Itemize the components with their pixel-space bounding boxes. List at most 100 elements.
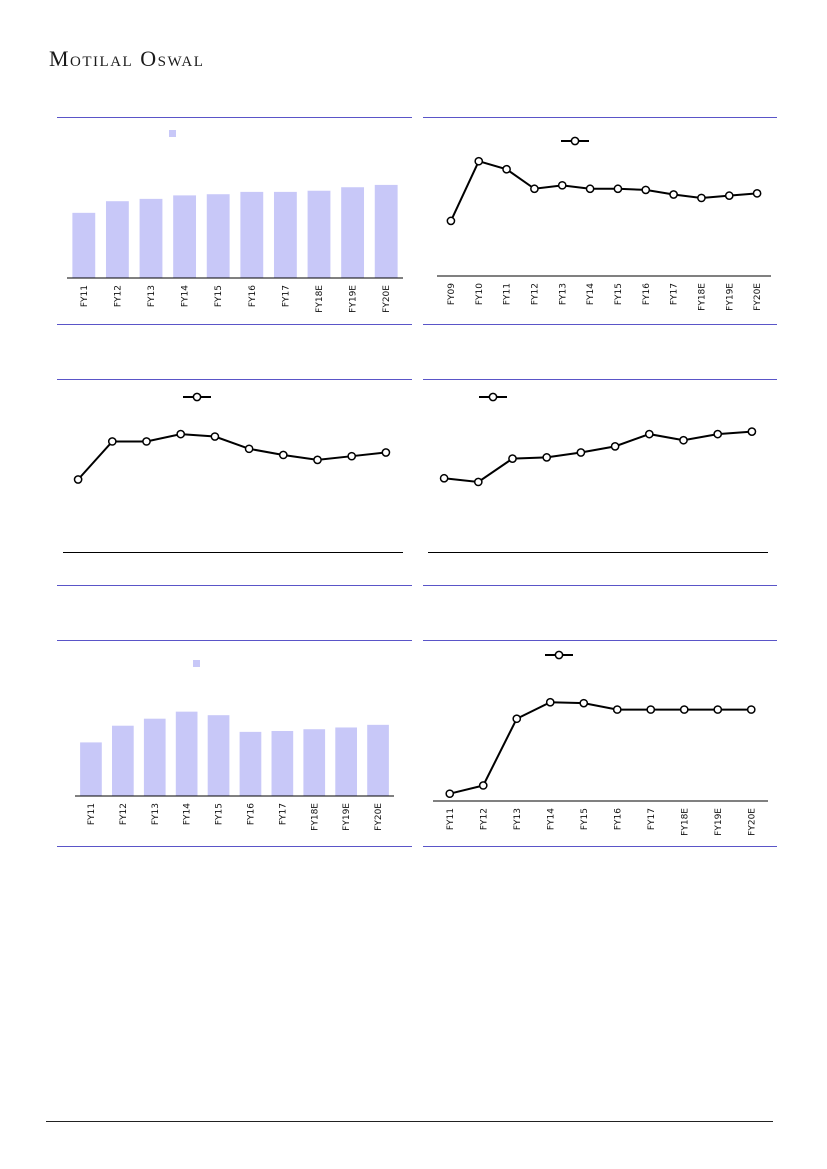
legend-marker <box>570 136 580 146</box>
legend-marker <box>193 660 200 667</box>
point-FY09 <box>446 216 456 226</box>
point-FY11 <box>73 475 83 484</box>
panel-bottom-rule <box>57 846 412 847</box>
bar-FY16 <box>239 731 262 796</box>
bar-FY19E <box>335 727 357 796</box>
series-line <box>443 430 752 483</box>
bar-chart-5: FY11 FY12 FY13 FY14 FY15 FY16 FY17 FY18E FY19E FY… <box>75 660 394 831</box>
x-tick-label: FY16 <box>613 808 623 830</box>
panel-bottom-rule <box>57 585 412 586</box>
point-FY16 <box>641 185 651 195</box>
point-FY12 <box>473 477 483 487</box>
x-tick-label: FY11 <box>446 808 456 830</box>
series-line <box>450 160 758 222</box>
panel-top-rule <box>423 379 777 380</box>
x-tick-label: FY13 <box>513 808 523 830</box>
line-chart-3 <box>73 392 391 484</box>
point-FY12 <box>107 437 117 446</box>
bar-FY20E <box>374 184 398 278</box>
panel-top-rule <box>57 117 412 118</box>
point-FY17 <box>644 429 654 439</box>
x-tick-label: FY12 <box>113 285 123 307</box>
panel-bottom-rule <box>57 324 412 325</box>
point-FY13 <box>512 714 522 724</box>
x-tick-label: FY17 <box>281 285 291 307</box>
legend-marker <box>169 130 176 137</box>
x-tick-label: FY14 <box>181 285 191 307</box>
point-FY17 <box>646 705 656 714</box>
point-FY16 <box>610 442 620 451</box>
x-tick-label: FY15 <box>214 285 224 307</box>
chart-panel-1: FY11 FY12 FY13 FY14 FY15 FY16 FY17 FY18E FY19E FY… <box>57 110 412 330</box>
bar-FY13 <box>139 198 163 278</box>
footer-rule <box>46 1121 773 1122</box>
point-FY19E <box>724 191 734 201</box>
bar-FY14 <box>175 711 198 796</box>
x-tick-label: FY20E <box>374 803 384 831</box>
legend-marker <box>488 392 498 402</box>
x-tick-label: FY20E <box>382 285 392 313</box>
point-FY13 <box>142 437 151 446</box>
point-FY20E <box>381 448 391 457</box>
point-FY11 <box>502 164 511 174</box>
x-tick-label: FY11 <box>503 283 513 305</box>
point-FY20E <box>752 189 762 198</box>
point-FY18E <box>679 705 689 714</box>
panel-bottom-rule <box>423 846 777 847</box>
series-line <box>77 433 387 481</box>
x-tick-label: FY18E <box>697 283 707 311</box>
point-FY19E <box>713 429 723 439</box>
panel-axis-rule <box>63 552 403 553</box>
point-FY18E <box>679 435 688 445</box>
x-tick-label: FY09 <box>447 283 457 305</box>
x-tick-label: FY18E <box>315 285 325 313</box>
x-tick-label: FY13 <box>558 283 568 305</box>
point-FY18E <box>313 455 322 465</box>
point-FY14 <box>542 453 552 462</box>
bar-FY11 <box>72 212 96 278</box>
point-FY17 <box>278 450 288 460</box>
x-tick-label: FY15 <box>580 808 590 830</box>
bar-FY11 <box>80 742 102 796</box>
point-FY14 <box>585 184 595 194</box>
bar-FY17 <box>273 191 297 278</box>
point-FY20E <box>746 705 756 714</box>
series-line <box>449 701 752 795</box>
chart-panel-3 <box>57 372 412 592</box>
x-tick-label: FY11 <box>87 803 97 825</box>
x-tick-label: FY12 <box>119 803 129 825</box>
point-FY14 <box>176 429 186 439</box>
point-FY19E <box>713 705 723 714</box>
panel-top-rule <box>57 379 412 380</box>
x-tick-label: FY14 <box>183 803 193 825</box>
x-tick-label: FY13 <box>151 803 161 825</box>
panel-bottom-rule <box>423 324 777 325</box>
point-FY11 <box>445 789 455 799</box>
panel-top-rule <box>57 640 412 641</box>
bar-FY15 <box>206 194 230 278</box>
point-FY13 <box>557 180 567 190</box>
x-tick-label: FY19E <box>714 808 724 836</box>
point-FY15 <box>613 184 623 194</box>
x-tick-label: FY16 <box>642 283 652 305</box>
bar-FY15 <box>207 715 230 796</box>
x-tick-label: FY10 <box>475 283 485 305</box>
point-FY11 <box>439 473 449 483</box>
x-tick-label: FY16 <box>248 285 258 307</box>
point-FY20E <box>747 427 757 436</box>
point-FY14 <box>545 697 555 707</box>
point-FY18E <box>697 193 706 203</box>
point-FY12 <box>478 781 488 790</box>
bar-FY18E <box>307 190 331 278</box>
panel-axis-rule <box>428 552 768 553</box>
bar-FY18E <box>303 729 326 796</box>
bar-chart-1: FY11 FY12 FY13 FY14 FY15 FY16 FY17 FY18E FY19E FY… <box>67 130 403 313</box>
x-tick-label: FY14 <box>586 283 596 305</box>
x-tick-label: FY16 <box>246 803 256 825</box>
x-tick-label: FY18E <box>310 803 320 831</box>
bar-FY19E <box>341 187 365 278</box>
chart-panel-5: FY11 FY12 FY13 FY14 FY15 FY16 FY17 FY18E FY19E FY… <box>57 633 412 853</box>
x-tick-label: FY15 <box>215 803 225 825</box>
point-FY16 <box>612 705 622 714</box>
point-FY12 <box>530 184 539 194</box>
